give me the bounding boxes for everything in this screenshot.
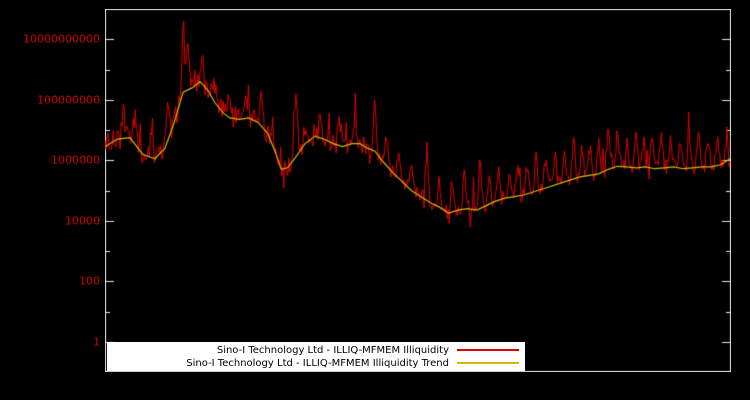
legend-entry: Sino-I Technology Ltd - ILLIQ-MFMEM Illi… [111, 357, 521, 369]
y-axis-tick-label: 100000000 [37, 93, 100, 107]
y-axis-tick-label: 1000000 [51, 153, 100, 167]
legend-line-sample [457, 349, 519, 351]
legend: Sino-I Technology Ltd - ILLIQ-MFMEM Illi… [107, 342, 525, 371]
y-axis-tick-label: 1 [93, 335, 100, 349]
legend-label: Sino-I Technology Ltd - ILLIQ-MFMEM Illi… [216, 344, 449, 356]
legend-line-sample [457, 362, 519, 364]
legend-entry: Sino-I Technology Ltd - ILLIQ-MFMEM Illi… [111, 344, 521, 356]
y-axis-tick-label: 10000 [65, 214, 100, 228]
plot-area: Sino-I Technology Ltd - ILLIQ-MFMEM Illi… [105, 9, 731, 372]
y-axis-tick-label: 100 [79, 274, 100, 288]
y-axis-labels: 1 100 10000 1000000 100000000 10000000000 [0, 9, 105, 372]
y-axis-tick-label: 10000000000 [23, 32, 100, 46]
chart-canvas [105, 9, 731, 372]
legend-label: Sino-I Technology Ltd - ILLIQ-MFMEM Illi… [186, 357, 449, 369]
